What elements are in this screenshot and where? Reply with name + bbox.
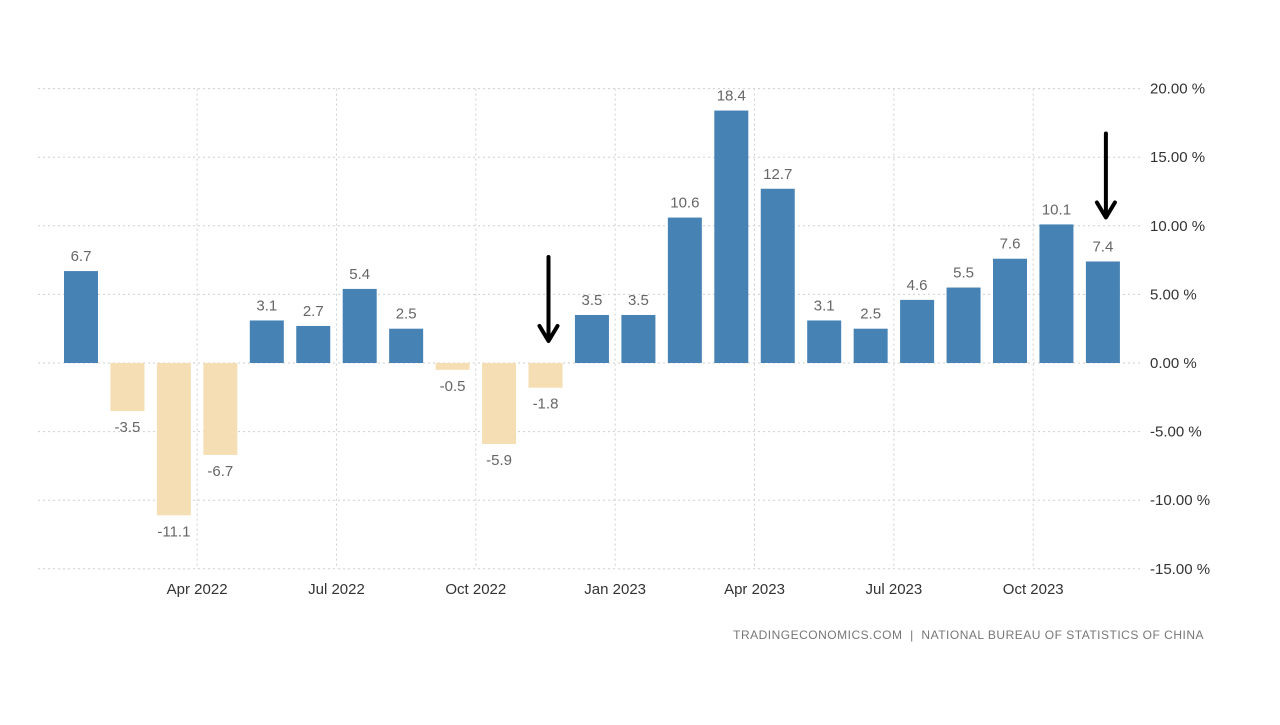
data-label-dec-2023: 7.4 xyxy=(1092,238,1113,255)
y-tick-label: 0.00 % xyxy=(1150,355,1197,372)
data-label-may-2022: -6.7 xyxy=(207,463,233,480)
data-label-jul-2022: 2.7 xyxy=(303,303,324,320)
bar-aug-2023 xyxy=(900,299,935,363)
data-label-jun-2022: 3.1 xyxy=(256,297,277,314)
x-tick-label: Apr 2022 xyxy=(167,581,228,598)
bar-apr-2022 xyxy=(156,363,191,516)
x-tick-label: Jul 2022 xyxy=(308,581,365,598)
data-label-nov-2022: -5.9 xyxy=(486,452,512,469)
data-label-layer: 6.7 -3.5 -11.1 -6.7 3.1 2.7 5.4 2.5 -0.5 -5.9 -1.8… xyxy=(71,88,1114,541)
y-tick-label: -5.00 % xyxy=(1150,424,1202,441)
data-label-jun-2023: 3.1 xyxy=(814,297,835,314)
data-label-feb-2022: 6.7 xyxy=(71,248,92,265)
data-label-aug-2023: 4.6 xyxy=(907,277,928,294)
bar-feb-2022 xyxy=(64,271,98,363)
bar-oct-2022 xyxy=(435,363,470,370)
grid-layer xyxy=(38,88,1140,570)
y-tick-label: 5.00 % xyxy=(1150,286,1197,303)
bar-jan-2023 xyxy=(574,314,609,363)
data-label-oct-2022: -0.5 xyxy=(440,378,466,395)
data-label-mar-2023: 10.6 xyxy=(670,195,699,212)
annotation-layer xyxy=(537,131,1117,343)
bar-jun-2023 xyxy=(807,320,842,363)
data-label-jul-2023: 2.5 xyxy=(860,306,881,323)
data-label-dec-2022: -1.8 xyxy=(533,396,559,413)
data-label-aug-2022: 5.4 xyxy=(349,266,370,283)
bar-apr-2023 xyxy=(714,110,749,363)
data-label-nov-2023: 10.1 xyxy=(1042,201,1071,218)
annotation-arrow-dec-2023 xyxy=(1094,131,1117,220)
data-label-sep-2023: 5.5 xyxy=(953,265,974,282)
bar-nov-2023 xyxy=(1039,224,1074,363)
data-label-apr-2022: -11.1 xyxy=(157,523,190,540)
data-label-feb-2023: 3.5 xyxy=(628,292,649,309)
x-tick-label: Oct 2023 xyxy=(1003,581,1064,598)
bar-oct-2023 xyxy=(993,258,1027,363)
x-tick-label: Apr 2023 xyxy=(724,581,785,598)
x-tick-label: Jan 2023 xyxy=(584,581,646,598)
y-tick-label: -10.00 % xyxy=(1150,492,1210,509)
bar-nov-2022 xyxy=(482,363,517,444)
data-label-jan-2023: 3.5 xyxy=(582,292,603,309)
data-label-mar-2022: -3.5 xyxy=(115,419,141,436)
source-credit: TRADINGECONOMICS.COM | NATIONAL BUREAU O… xyxy=(733,628,1204,642)
bar-dec-2022 xyxy=(528,363,563,388)
y-tick-label: 15.00 % xyxy=(1150,149,1205,166)
y-tick-label: -15.00 % xyxy=(1150,561,1210,578)
y-tick-label: 10.00 % xyxy=(1150,218,1205,235)
bar-aug-2022 xyxy=(342,288,377,363)
y-axis: 20.00 % 15.00 % 10.00 % 5.00 % 0.00 % -5.00 %… xyxy=(1150,81,1210,578)
x-axis: Apr 2022 Jul 2022 Oct 2022 Jan 2023 Apr 2023… xyxy=(167,581,1064,598)
bar-feb-2023 xyxy=(621,314,656,363)
data-label-may-2023: 12.7 xyxy=(763,166,792,183)
bar-mar-2022 xyxy=(110,363,145,412)
annotation-arrow-dec-2022 xyxy=(537,255,560,343)
bar-dec-2023 xyxy=(1085,261,1120,363)
bar-mar-2023 xyxy=(667,217,702,363)
data-label-oct-2023: 7.6 xyxy=(1000,236,1021,253)
bar-jul-2022 xyxy=(296,325,331,363)
bar-may-2023 xyxy=(760,188,795,363)
data-label-sep-2022: 2.5 xyxy=(396,306,417,323)
bar-sep-2022 xyxy=(389,328,424,363)
bar-may-2022 xyxy=(203,363,238,455)
bar-layer xyxy=(64,110,1120,516)
bar-jun-2022 xyxy=(249,320,284,363)
y-tick-label: 20.00 % xyxy=(1150,81,1205,98)
bar-jul-2023 xyxy=(853,328,888,363)
x-tick-label: Jul 2023 xyxy=(866,581,923,598)
bar-sep-2023 xyxy=(946,287,981,363)
x-tick-label: Oct 2022 xyxy=(445,581,506,598)
data-label-apr-2023: 18.4 xyxy=(717,88,746,105)
